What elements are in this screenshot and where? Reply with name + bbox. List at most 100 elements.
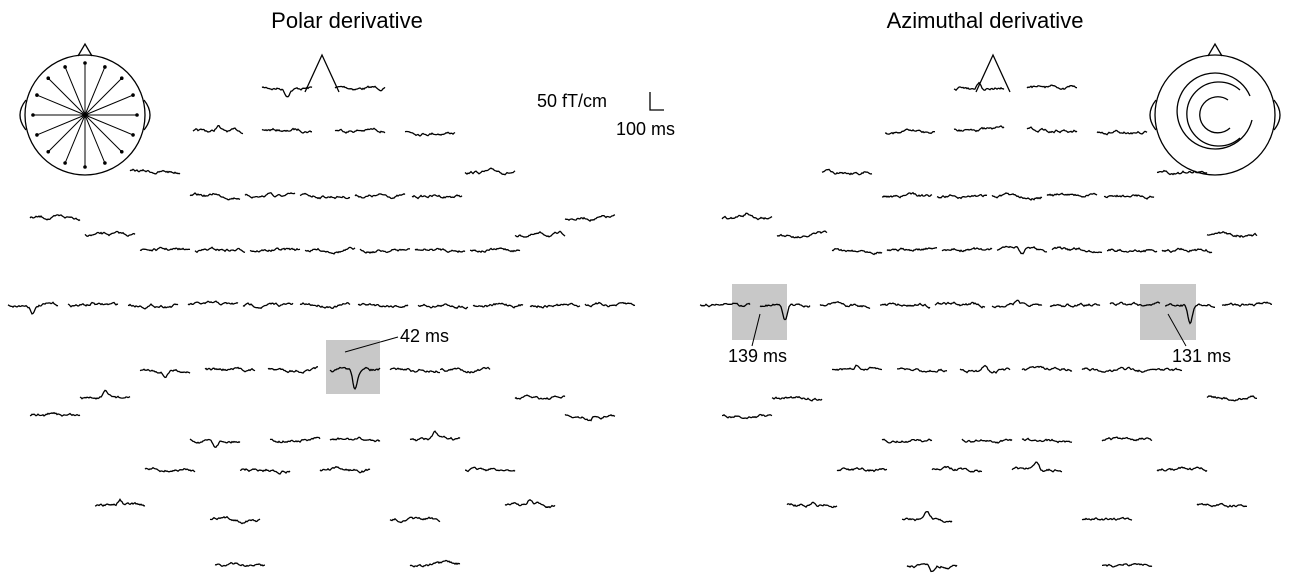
trace [886, 247, 938, 252]
trace [941, 246, 993, 253]
trace [931, 465, 983, 473]
trace [1161, 247, 1213, 254]
trace [194, 246, 246, 254]
leader [344, 336, 399, 353]
arrow-head [135, 113, 139, 117]
scale-bar [649, 92, 664, 111]
trace [261, 86, 313, 98]
trace [465, 466, 516, 473]
spoke [36, 114, 86, 136]
spoke [64, 114, 86, 164]
trace [414, 247, 466, 254]
trace [514, 394, 566, 400]
trace [29, 214, 81, 222]
trace [831, 364, 882, 372]
trace [94, 498, 146, 508]
trace [354, 193, 406, 200]
trace [359, 248, 411, 254]
arrow-head [131, 93, 135, 97]
scale-time: 100 ms [616, 119, 675, 139]
spoke [84, 77, 123, 116]
trace [1081, 366, 1133, 373]
trace [214, 561, 266, 568]
trace [1106, 248, 1158, 253]
trace [699, 302, 751, 308]
trace [901, 510, 953, 523]
trace [334, 127, 386, 134]
annotation: 131 ms [1172, 346, 1231, 366]
trace [242, 302, 294, 310]
panel-title: Azimuthal derivative [887, 8, 1084, 33]
panel-title: Polar derivative [271, 8, 423, 33]
spoke [84, 94, 134, 116]
trace [722, 413, 773, 420]
trace [1221, 301, 1273, 308]
arrow-head [46, 76, 51, 81]
trace [936, 193, 988, 200]
head-polar [19, 42, 151, 176]
trace [529, 302, 581, 309]
annotation: 42 ms [400, 326, 449, 346]
trace [329, 436, 381, 443]
traces [7, 81, 1273, 573]
trace [836, 467, 888, 473]
trace [906, 562, 958, 573]
trace [1096, 129, 1148, 136]
trace [1206, 231, 1258, 238]
trace [991, 299, 1043, 309]
trace [389, 516, 441, 524]
scale-amplitude: 50 fT/cm [537, 91, 607, 111]
trace [469, 247, 521, 254]
arrow-head [103, 65, 107, 69]
nose-marker [975, 53, 1011, 93]
trace [831, 247, 883, 256]
trace [1021, 365, 1073, 372]
trace [319, 465, 371, 474]
trace [953, 125, 1005, 133]
trace [127, 303, 179, 310]
trace [1156, 466, 1208, 473]
trace [139, 246, 191, 252]
trace [1026, 84, 1078, 91]
trace [269, 436, 321, 444]
trace [189, 438, 241, 448]
trace [1102, 563, 1153, 568]
spoke [84, 114, 134, 136]
trace [439, 366, 491, 374]
highlight-box [732, 284, 787, 340]
trace [514, 230, 566, 238]
nose-marker [304, 53, 340, 93]
trace [881, 438, 933, 444]
trace [187, 300, 239, 306]
highlights [326, 284, 1196, 394]
trace [759, 303, 811, 321]
trace [1051, 246, 1103, 254]
trace [84, 230, 136, 237]
trace [564, 214, 616, 222]
trace [144, 466, 196, 473]
trace [959, 364, 1011, 374]
trace [821, 168, 873, 176]
trace [189, 192, 241, 201]
trace [129, 168, 181, 175]
arrow-head [35, 93, 39, 97]
trace [1109, 301, 1161, 307]
arrow-head [63, 65, 67, 69]
trace [1131, 367, 1183, 374]
arrow-head [83, 61, 87, 65]
trace [1196, 502, 1248, 508]
trace [786, 501, 838, 509]
trace [776, 230, 828, 239]
trace [1021, 437, 1073, 444]
trace [7, 301, 59, 315]
trace [564, 413, 616, 422]
spoke [36, 94, 86, 116]
trace [67, 301, 119, 308]
trace [334, 85, 386, 92]
trace [209, 515, 261, 525]
trace [897, 367, 948, 373]
spoke [84, 114, 123, 153]
trace [304, 246, 356, 255]
trace [879, 302, 931, 309]
arrow-head [63, 161, 67, 165]
